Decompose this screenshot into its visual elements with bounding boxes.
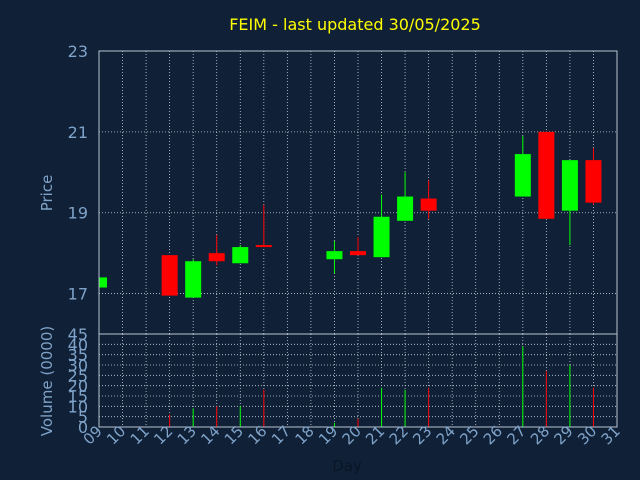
- candle-15: [232, 245, 249, 264]
- candle-body: [185, 261, 202, 298]
- volume-tick-label: 0: [78, 418, 88, 437]
- candle-29: [561, 160, 578, 246]
- candle-body: [208, 253, 225, 262]
- candle-12: [161, 255, 178, 296]
- x-tick-label: 10: [103, 422, 129, 448]
- candle-body: [326, 251, 343, 260]
- volume-tick-label: 10: [68, 397, 88, 416]
- volume-grid: [99, 334, 617, 427]
- x-tick-label: 19: [315, 422, 341, 448]
- candle-09: [98, 277, 107, 290]
- price-panel: 23 21 19 17 Price: [38, 42, 618, 335]
- x-tick-label: 30: [574, 422, 600, 448]
- candle-body: [538, 131, 555, 219]
- x-tick-label: 17: [268, 422, 294, 448]
- candle-21: [373, 194, 390, 258]
- x-tick-label: 27: [503, 422, 529, 448]
- candle-body: [232, 247, 249, 264]
- price-tick-label: 21: [68, 123, 88, 142]
- x-tick-label: 14: [197, 422, 223, 448]
- candles: [98, 131, 602, 298]
- candle-16: [255, 204, 272, 248]
- price-tick-label: 17: [68, 285, 88, 304]
- volume-tick-label: 25: [68, 366, 88, 385]
- candle-30: [585, 148, 602, 205]
- candle-body: [585, 160, 602, 203]
- candle-body: [420, 198, 437, 211]
- volume-tick-label: 45: [68, 325, 88, 344]
- candle-13: [185, 259, 202, 298]
- x-tick-label: 16: [244, 422, 270, 448]
- candle-body: [350, 251, 366, 256]
- chart-title: FEIM - last updated 30/05/2025: [229, 15, 481, 34]
- price-tick-label: 23: [68, 42, 88, 61]
- x-tick-label: 23: [409, 422, 435, 448]
- volume-tick-label: 35: [68, 346, 88, 365]
- candle-body: [161, 255, 178, 296]
- candle-body: [99, 277, 107, 288]
- candle-20: [350, 236, 366, 256]
- x-tick-label: 31: [598, 422, 624, 448]
- x-tick-labels: 0910111213141516171819202122232425262728…: [80, 422, 624, 448]
- x-axis-label: Day: [332, 457, 362, 475]
- x-tick-label: 18: [292, 422, 318, 448]
- candle-23: [420, 180, 437, 219]
- volume-tick-label: 20: [68, 377, 88, 396]
- volume-tick-label: 5: [78, 408, 88, 427]
- x-tick-label: 29: [551, 422, 577, 448]
- price-y-ticks: 23 21 19 17: [68, 42, 88, 304]
- candle-22: [397, 172, 414, 221]
- volume-tick-label: 15: [68, 387, 88, 406]
- candle-27: [514, 135, 531, 197]
- volume-tick-label: 40: [68, 335, 88, 354]
- price-axis-label: Price: [38, 175, 56, 212]
- price-tick-label: 19: [68, 204, 88, 223]
- x-tick-label: 25: [456, 422, 482, 448]
- volume-tick-label: 30: [68, 356, 88, 375]
- x-tick-label: 24: [433, 422, 459, 448]
- candle-14: [208, 234, 225, 266]
- x-tick-label: 21: [362, 422, 388, 448]
- x-tick-label: 12: [150, 422, 176, 448]
- candle-body: [373, 216, 390, 258]
- candle-28: [538, 131, 555, 219]
- candle-body: [561, 160, 578, 211]
- x-tick-label: 26: [480, 422, 506, 448]
- candle-body: [397, 196, 414, 221]
- volume-axis-label: Volume (0000): [38, 326, 56, 436]
- volume-bars: [169, 346, 594, 427]
- candle-body: [255, 245, 272, 248]
- candle-19: [326, 241, 343, 274]
- x-tick-label: 20: [339, 422, 365, 448]
- candle-body: [514, 154, 531, 197]
- x-tick-label: 11: [127, 422, 153, 448]
- x-tick-label: 15: [221, 422, 247, 448]
- volume-panel-frame: [98, 333, 618, 428]
- x-tick-label: 28: [527, 422, 553, 448]
- x-tick-label: 13: [174, 422, 200, 448]
- x-tick-label: 22: [386, 422, 412, 448]
